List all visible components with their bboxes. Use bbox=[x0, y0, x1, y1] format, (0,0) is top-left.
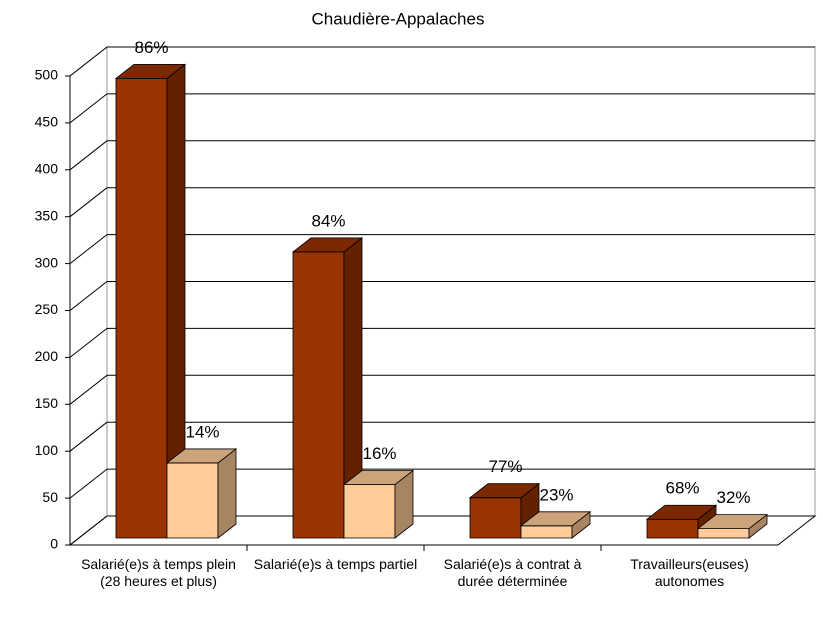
grid-line bbox=[69, 328, 108, 358]
bar-front bbox=[343, 484, 396, 539]
y-tick-label: 150 bbox=[35, 395, 59, 411]
y-tick-label: 400 bbox=[35, 161, 59, 177]
grid-line bbox=[69, 140, 108, 171]
bar-front bbox=[520, 525, 573, 539]
bar-top bbox=[519, 511, 592, 527]
bar-front bbox=[292, 251, 345, 539]
data-label: 23% bbox=[539, 485, 573, 504]
bar-top bbox=[114, 63, 187, 79]
y-tick-label: 200 bbox=[35, 348, 59, 364]
bar-front bbox=[469, 497, 522, 539]
bar-top bbox=[291, 237, 364, 253]
grid-line bbox=[69, 421, 108, 452]
grid-line bbox=[69, 187, 108, 218]
grid-line bbox=[69, 93, 108, 124]
y-tick-label: 0 bbox=[50, 536, 58, 552]
bar-top bbox=[165, 448, 238, 464]
bar-front bbox=[166, 462, 219, 539]
y-tick-label: 100 bbox=[35, 442, 59, 458]
bar-top bbox=[696, 514, 769, 530]
grid-line bbox=[69, 281, 108, 311]
data-label: 32% bbox=[716, 488, 750, 507]
x-tick-label: Salarié(e)s à temps plein (28 heures et … bbox=[81, 556, 236, 589]
y-tick-label: 50 bbox=[42, 489, 58, 505]
bar bbox=[114, 63, 187, 539]
chart-title: Chaudière-Appalaches bbox=[312, 9, 485, 28]
grid-line bbox=[69, 515, 108, 546]
bar-front bbox=[697, 528, 750, 539]
x-tick-label: Salarié(e)s à temps partiel bbox=[253, 556, 418, 572]
bar-top bbox=[468, 483, 541, 499]
data-label: 16% bbox=[362, 444, 396, 463]
bar-side bbox=[217, 448, 237, 539]
data-label: 68% bbox=[665, 479, 699, 498]
data-label: 84% bbox=[311, 211, 345, 230]
bar bbox=[519, 510, 592, 539]
y-tick-label: 350 bbox=[35, 207, 59, 223]
bar-front bbox=[115, 77, 168, 539]
data-label: 14% bbox=[185, 422, 219, 441]
bar bbox=[291, 237, 364, 539]
y-tick-label: 500 bbox=[35, 67, 59, 83]
grid-line bbox=[69, 468, 108, 499]
bar-front bbox=[646, 518, 699, 539]
y-tick-label: 300 bbox=[35, 254, 59, 270]
bar bbox=[165, 448, 238, 539]
data-label: 86% bbox=[134, 38, 168, 57]
grid-line bbox=[69, 374, 108, 405]
grid-line bbox=[69, 234, 108, 264]
bar-top bbox=[645, 504, 718, 520]
y-tick-label: 450 bbox=[35, 114, 59, 130]
bar bbox=[696, 513, 769, 539]
data-label: 77% bbox=[488, 457, 522, 476]
x-tick-label: Travailleurs(euses) autonomes bbox=[630, 556, 749, 589]
grid-line bbox=[69, 46, 108, 77]
y-tick-label: 250 bbox=[35, 301, 59, 317]
bar-top bbox=[342, 470, 415, 485]
x-tick-label: Salarié(e)s à contrat à durée déterminée bbox=[443, 556, 582, 589]
bar bbox=[342, 469, 415, 539]
